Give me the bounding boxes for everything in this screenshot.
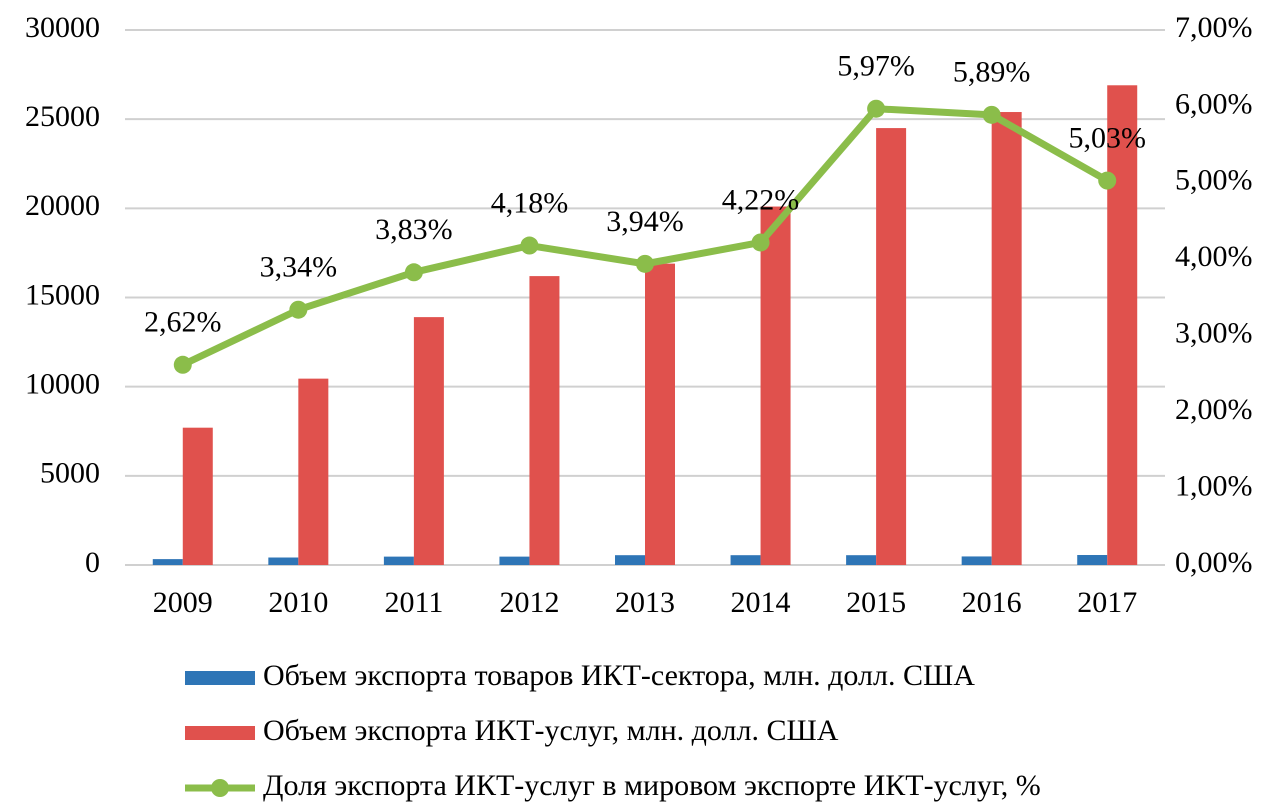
bar — [876, 128, 907, 566]
x-tick-label: 2014 — [731, 586, 791, 619]
point — [1098, 171, 1117, 190]
x-tick-label: 2009 — [153, 586, 213, 619]
y-tick-label: 25000 — [25, 100, 100, 133]
point — [404, 263, 423, 282]
y2-tick-label: 7,00% — [1175, 11, 1253, 44]
data-label: 5,03% — [1068, 121, 1146, 154]
y2-tick-label: 6,00% — [1175, 87, 1253, 120]
point — [982, 105, 1001, 124]
data-label: 3,94% — [606, 205, 684, 238]
bar — [615, 555, 645, 565]
data-label: 2,62% — [144, 306, 222, 339]
bar — [730, 555, 761, 565]
x-tick-label: 2013 — [615, 586, 675, 619]
data-label: 3,34% — [260, 251, 338, 284]
point — [289, 300, 308, 319]
y2-tick-label: 2,00% — [1175, 393, 1253, 426]
data-label: 5,89% — [953, 56, 1031, 89]
x-tick-label: 2010 — [268, 586, 328, 619]
point — [751, 233, 770, 252]
bar — [645, 263, 675, 565]
bar — [961, 556, 992, 565]
bar — [152, 559, 183, 565]
point — [520, 236, 539, 255]
bar — [499, 556, 530, 565]
legend-label: Объем экспорта ИКТ-услуг, млн. долл. США — [263, 714, 839, 747]
bar — [1077, 555, 1108, 565]
y2-tick-label: 3,00% — [1175, 317, 1253, 350]
bar — [991, 112, 1022, 566]
y-tick-label: 30000 — [25, 11, 100, 44]
y-tick-label: 5000 — [40, 457, 100, 490]
y2-tick-label: 1,00% — [1175, 469, 1253, 502]
y-tick-label: 10000 — [25, 368, 100, 401]
legend-swatch — [211, 779, 229, 797]
bar — [298, 378, 329, 565]
legend-label: Доля экспорта ИКТ-услуг в мировом экспор… — [263, 769, 1041, 802]
legend-swatch — [185, 671, 255, 685]
bar — [760, 206, 791, 566]
point — [867, 99, 886, 118]
x-tick-label: 2017 — [1077, 586, 1137, 619]
data-label: 3,83% — [375, 213, 453, 246]
y-tick-label: 15000 — [25, 278, 100, 311]
bar — [1107, 85, 1138, 566]
data-label: 5,97% — [837, 50, 915, 83]
x-tick-label: 2015 — [846, 586, 906, 619]
bar — [268, 557, 299, 565]
bar — [413, 317, 444, 565]
x-tick-label: 2012 — [499, 586, 559, 619]
data-label: 4,18% — [491, 186, 569, 219]
data-label: 4,22% — [722, 183, 800, 216]
x-tick-label: 2016 — [962, 586, 1022, 619]
y2-tick-label: 4,00% — [1175, 240, 1253, 273]
legend-label: Объем экспорта товаров ИКТ-сектора, млн.… — [263, 659, 975, 692]
x-tick-label: 2011 — [384, 586, 443, 619]
point — [173, 355, 192, 374]
y2-tick-label: 5,00% — [1175, 164, 1253, 197]
bar — [383, 556, 414, 565]
bar — [846, 555, 877, 565]
y-tick-label: 20000 — [25, 189, 100, 222]
legend-swatch — [185, 726, 255, 740]
bar — [529, 276, 560, 565]
y-tick-label: 0 — [85, 546, 100, 579]
y2-tick-label: 0,00% — [1175, 546, 1253, 579]
bar — [182, 427, 213, 565]
point — [636, 254, 654, 273]
